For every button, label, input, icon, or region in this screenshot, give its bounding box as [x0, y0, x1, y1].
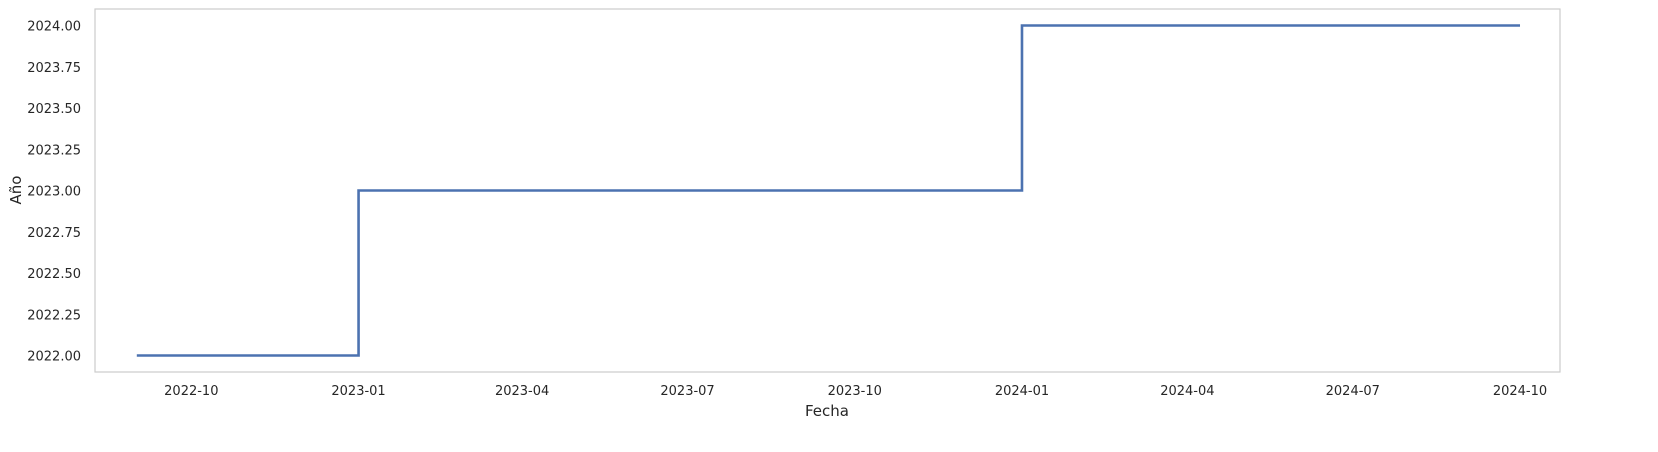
y-tick-label: 2024.00 [27, 20, 81, 35]
x-axis-ticks: 2022-10 2023-01 2023-04 2023-07 2023-10 2024-… [164, 384, 1547, 399]
x-tick-label: 2024-04 [1160, 384, 1214, 399]
y-tick-label: 2023.25 [27, 143, 81, 158]
y-tick-label: 2022.25 [27, 308, 81, 323]
x-tick-label: 2022-10 [164, 384, 218, 399]
x-tick-label: 2023-04 [495, 384, 549, 399]
y-tick-label: 2022.50 [27, 267, 81, 282]
x-tick-label: 2024-10 [1493, 384, 1547, 399]
x-tick-label: 2024-01 [995, 384, 1049, 399]
y-tick-label: 2022.00 [27, 350, 81, 365]
y-axis-title: Año [7, 176, 25, 205]
x-tick-label: 2023-07 [660, 384, 714, 399]
y-axis-ticks: 2022.00 2022.25 2022.50 2022.75 2023.00 2023.… [27, 20, 81, 365]
y-tick-label: 2023.75 [27, 61, 81, 76]
series-line [136, 24, 1521, 357]
x-axis-title: Fecha [805, 402, 849, 420]
y-tick-label: 2022.75 [27, 226, 81, 241]
x-tick-label: 2023-01 [331, 384, 385, 399]
x-tick-label: 2024-07 [1326, 384, 1380, 399]
y-tick-label: 2023.00 [27, 185, 81, 200]
x-tick-label: 2023-10 [828, 384, 882, 399]
y-tick-label: 2023.50 [27, 102, 81, 117]
